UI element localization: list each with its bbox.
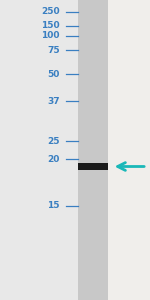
Text: 75: 75 <box>47 46 60 55</box>
Text: 150: 150 <box>41 21 60 30</box>
Text: 250: 250 <box>41 8 60 16</box>
Bar <box>108 0 150 300</box>
Text: 15: 15 <box>48 201 60 210</box>
Bar <box>78 0 108 300</box>
Text: 100: 100 <box>42 32 60 40</box>
Text: 25: 25 <box>48 136 60 146</box>
Text: 50: 50 <box>48 70 60 79</box>
Text: 20: 20 <box>48 154 60 164</box>
Bar <box>78 163 108 170</box>
Text: 37: 37 <box>47 97 60 106</box>
